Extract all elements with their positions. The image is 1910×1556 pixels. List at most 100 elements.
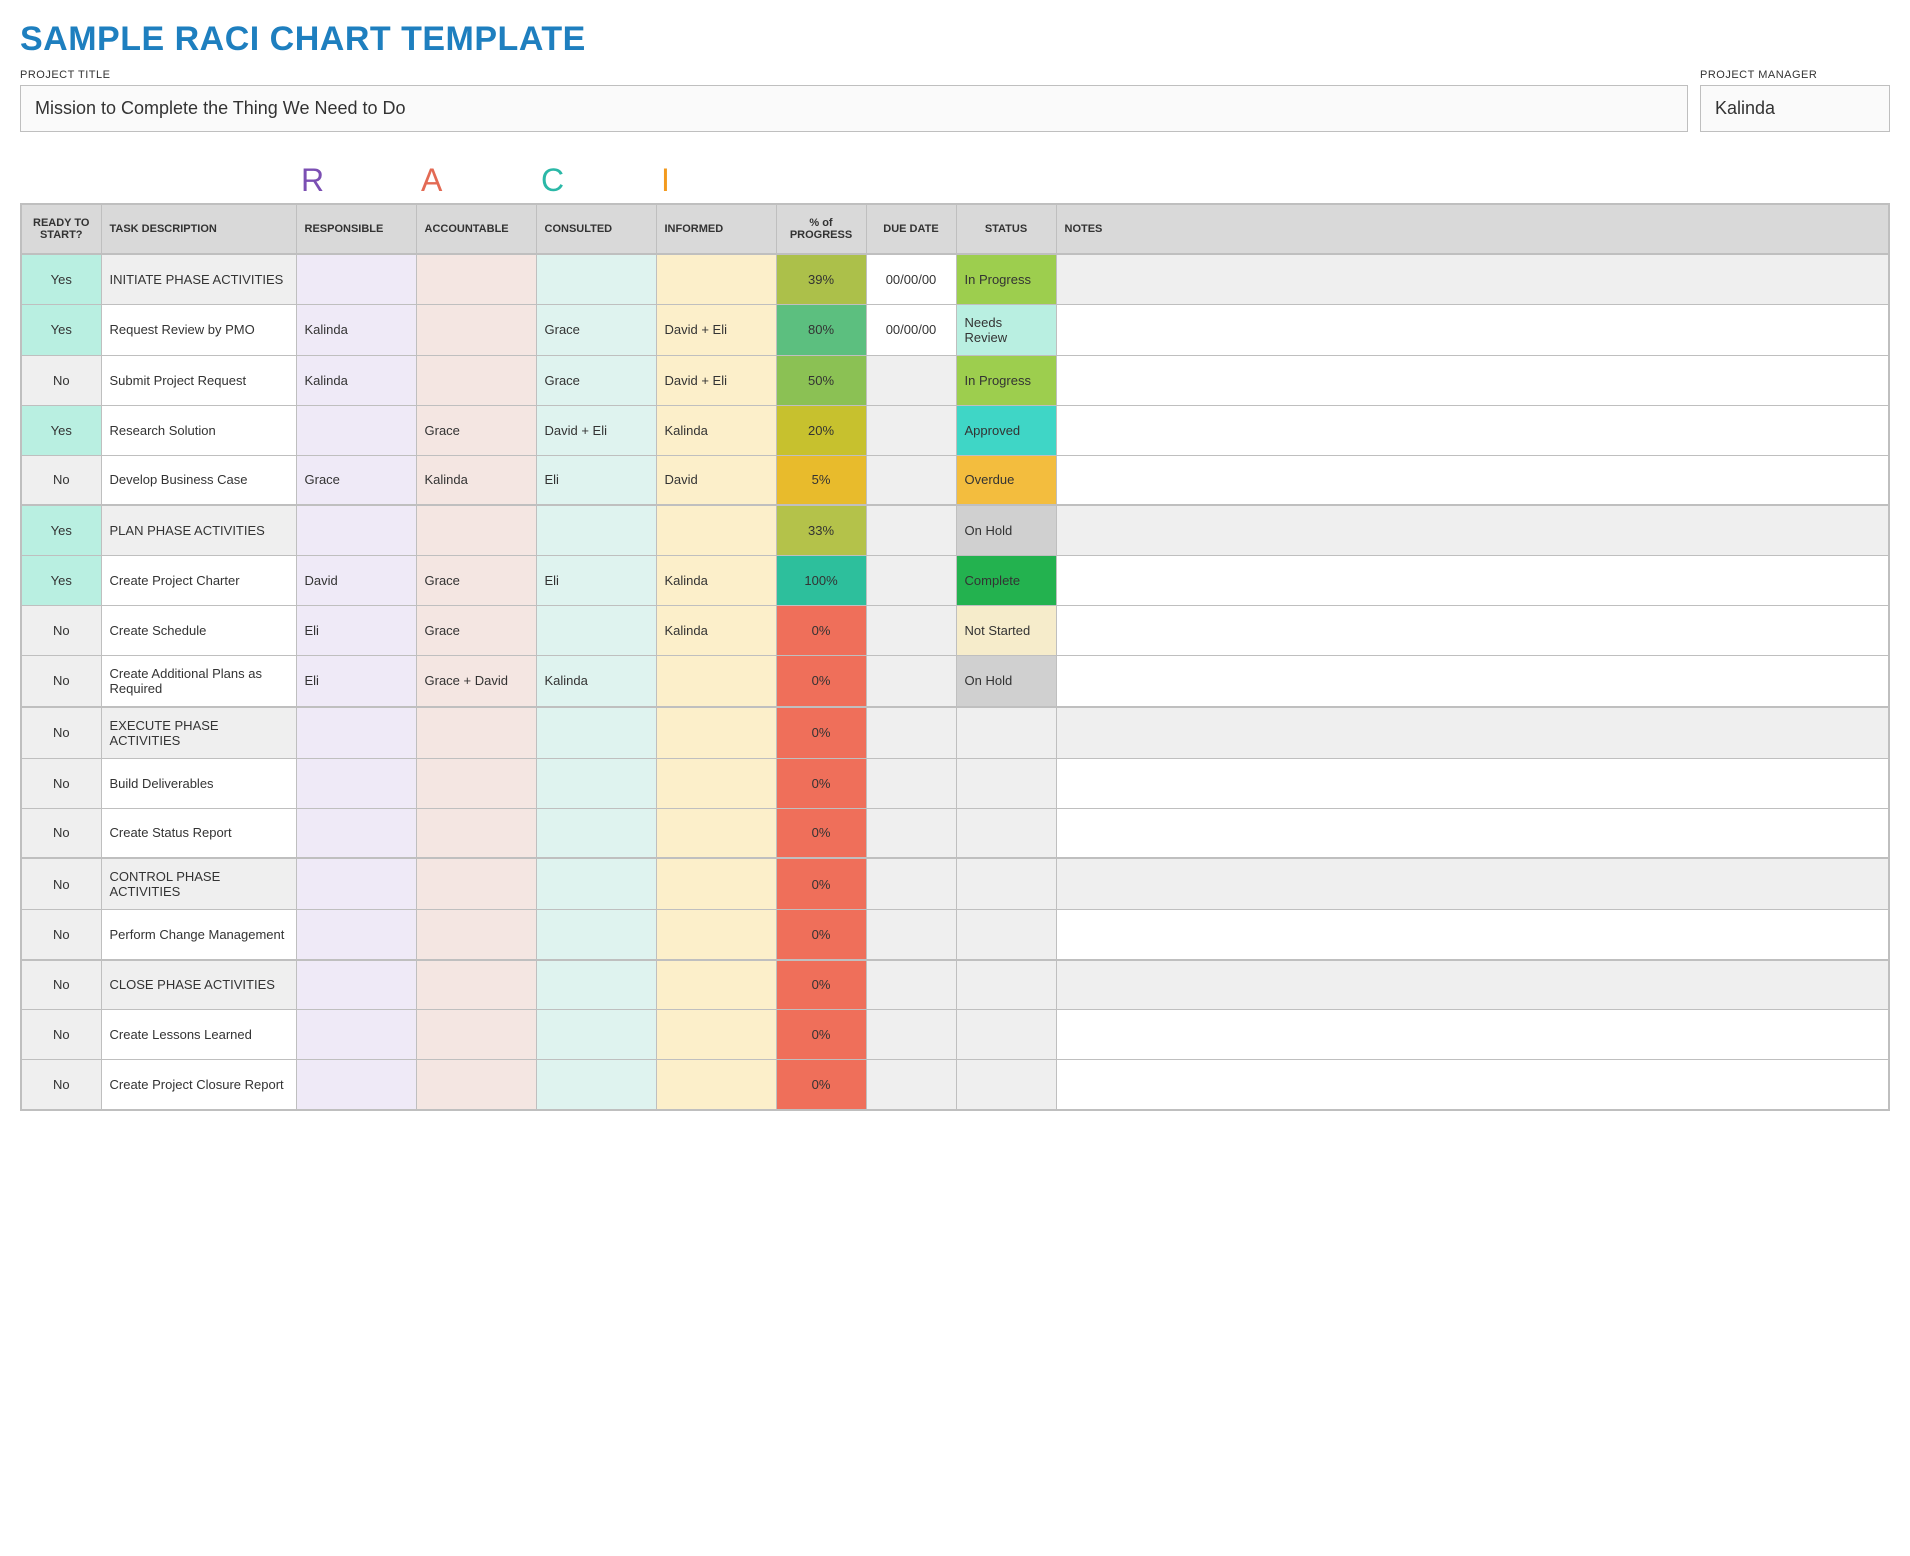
cell-informed[interactable]: David + Eli	[656, 355, 776, 405]
cell-status[interactable]: In Progress	[956, 254, 1056, 304]
cell-task[interactable]: Create Project Closure Report	[101, 1060, 296, 1110]
cell-status[interactable]: Not Started	[956, 605, 1056, 655]
cell-informed[interactable]	[656, 1060, 776, 1110]
cell-progress[interactable]: 0%	[776, 910, 866, 960]
cell-due-date[interactable]	[866, 505, 956, 555]
cell-progress[interactable]: 0%	[776, 960, 866, 1010]
cell-due-date[interactable]	[866, 758, 956, 808]
cell-progress[interactable]: 0%	[776, 808, 866, 858]
cell-accountable[interactable]	[416, 1060, 536, 1110]
cell-task[interactable]: Research Solution	[101, 405, 296, 455]
cell-progress[interactable]: 0%	[776, 655, 866, 707]
cell-notes[interactable]	[1056, 304, 1889, 355]
cell-informed[interactable]	[656, 910, 776, 960]
cell-consulted[interactable]: David + Eli	[536, 405, 656, 455]
cell-accountable[interactable]	[416, 758, 536, 808]
cell-informed[interactable]: David + Eli	[656, 304, 776, 355]
cell-due-date[interactable]	[866, 1010, 956, 1060]
cell-due-date[interactable]	[866, 960, 956, 1010]
cell-consulted[interactable]	[536, 758, 656, 808]
cell-progress[interactable]: 33%	[776, 505, 866, 555]
cell-consulted[interactable]	[536, 254, 656, 304]
cell-responsible[interactable]: Eli	[296, 605, 416, 655]
cell-task[interactable]: Perform Change Management	[101, 910, 296, 960]
cell-accountable[interactable]	[416, 910, 536, 960]
cell-informed[interactable]	[656, 960, 776, 1010]
cell-ready[interactable]: No	[21, 707, 101, 759]
cell-responsible[interactable]: Kalinda	[296, 304, 416, 355]
cell-consulted[interactable]	[536, 707, 656, 759]
cell-responsible[interactable]	[296, 254, 416, 304]
cell-consulted[interactable]	[536, 605, 656, 655]
cell-status[interactable]	[956, 1060, 1056, 1110]
cell-accountable[interactable]	[416, 707, 536, 759]
cell-informed[interactable]: Kalinda	[656, 405, 776, 455]
cell-progress[interactable]: 20%	[776, 405, 866, 455]
cell-notes[interactable]	[1056, 808, 1889, 858]
cell-ready[interactable]: Yes	[21, 304, 101, 355]
cell-due-date[interactable]	[866, 1060, 956, 1110]
cell-consulted[interactable]: Grace	[536, 355, 656, 405]
cell-informed[interactable]	[656, 758, 776, 808]
cell-task[interactable]: Request Review by PMO	[101, 304, 296, 355]
cell-due-date[interactable]	[866, 858, 956, 910]
cell-informed[interactable]	[656, 655, 776, 707]
cell-progress[interactable]: 0%	[776, 1060, 866, 1110]
cell-accountable[interactable]: Kalinda	[416, 455, 536, 505]
cell-accountable[interactable]	[416, 355, 536, 405]
project-manager-input[interactable]: Kalinda	[1700, 85, 1890, 132]
cell-ready[interactable]: No	[21, 655, 101, 707]
cell-informed[interactable]: Kalinda	[656, 605, 776, 655]
cell-accountable[interactable]	[416, 960, 536, 1010]
project-title-input[interactable]: Mission to Complete the Thing We Need to…	[20, 85, 1688, 132]
cell-responsible[interactable]: David	[296, 555, 416, 605]
cell-informed[interactable]	[656, 505, 776, 555]
cell-task[interactable]: Create Schedule	[101, 605, 296, 655]
cell-informed[interactable]	[656, 254, 776, 304]
cell-progress[interactable]: 50%	[776, 355, 866, 405]
cell-ready[interactable]: No	[21, 808, 101, 858]
cell-progress[interactable]: 0%	[776, 1010, 866, 1060]
cell-informed[interactable]: Kalinda	[656, 555, 776, 605]
cell-responsible[interactable]	[296, 405, 416, 455]
cell-task[interactable]: CONTROL PHASE ACTIVITIES	[101, 858, 296, 910]
cell-task[interactable]: Create Project Charter	[101, 555, 296, 605]
cell-responsible[interactable]: Eli	[296, 655, 416, 707]
cell-notes[interactable]	[1056, 605, 1889, 655]
cell-due-date[interactable]	[866, 405, 956, 455]
cell-ready[interactable]: No	[21, 1010, 101, 1060]
cell-progress[interactable]: 0%	[776, 605, 866, 655]
cell-due-date[interactable]: 00/00/00	[866, 254, 956, 304]
cell-notes[interactable]	[1056, 1010, 1889, 1060]
cell-task[interactable]: Create Status Report	[101, 808, 296, 858]
cell-ready[interactable]: Yes	[21, 505, 101, 555]
cell-status[interactable]: Approved	[956, 405, 1056, 455]
cell-informed[interactable]	[656, 1010, 776, 1060]
cell-notes[interactable]	[1056, 758, 1889, 808]
cell-task[interactable]: PLAN PHASE ACTIVITIES	[101, 505, 296, 555]
cell-notes[interactable]	[1056, 707, 1889, 759]
cell-consulted[interactable]	[536, 1010, 656, 1060]
cell-progress[interactable]: 39%	[776, 254, 866, 304]
cell-consulted[interactable]: Grace	[536, 304, 656, 355]
cell-progress[interactable]: 100%	[776, 555, 866, 605]
cell-ready[interactable]: No	[21, 758, 101, 808]
cell-responsible[interactable]: Grace	[296, 455, 416, 505]
cell-ready[interactable]: Yes	[21, 555, 101, 605]
cell-ready[interactable]: Yes	[21, 254, 101, 304]
cell-progress[interactable]: 0%	[776, 707, 866, 759]
cell-accountable[interactable]	[416, 505, 536, 555]
cell-accountable[interactable]	[416, 254, 536, 304]
cell-task[interactable]: CLOSE PHASE ACTIVITIES	[101, 960, 296, 1010]
cell-progress[interactable]: 80%	[776, 304, 866, 355]
cell-progress[interactable]: 0%	[776, 758, 866, 808]
cell-due-date[interactable]	[866, 605, 956, 655]
cell-due-date[interactable]	[866, 808, 956, 858]
cell-notes[interactable]	[1056, 1060, 1889, 1110]
cell-due-date[interactable]	[866, 355, 956, 405]
cell-consulted[interactable]: Eli	[536, 455, 656, 505]
cell-accountable[interactable]	[416, 304, 536, 355]
cell-responsible[interactable]: Kalinda	[296, 355, 416, 405]
cell-progress[interactable]: 0%	[776, 858, 866, 910]
cell-ready[interactable]: No	[21, 858, 101, 910]
